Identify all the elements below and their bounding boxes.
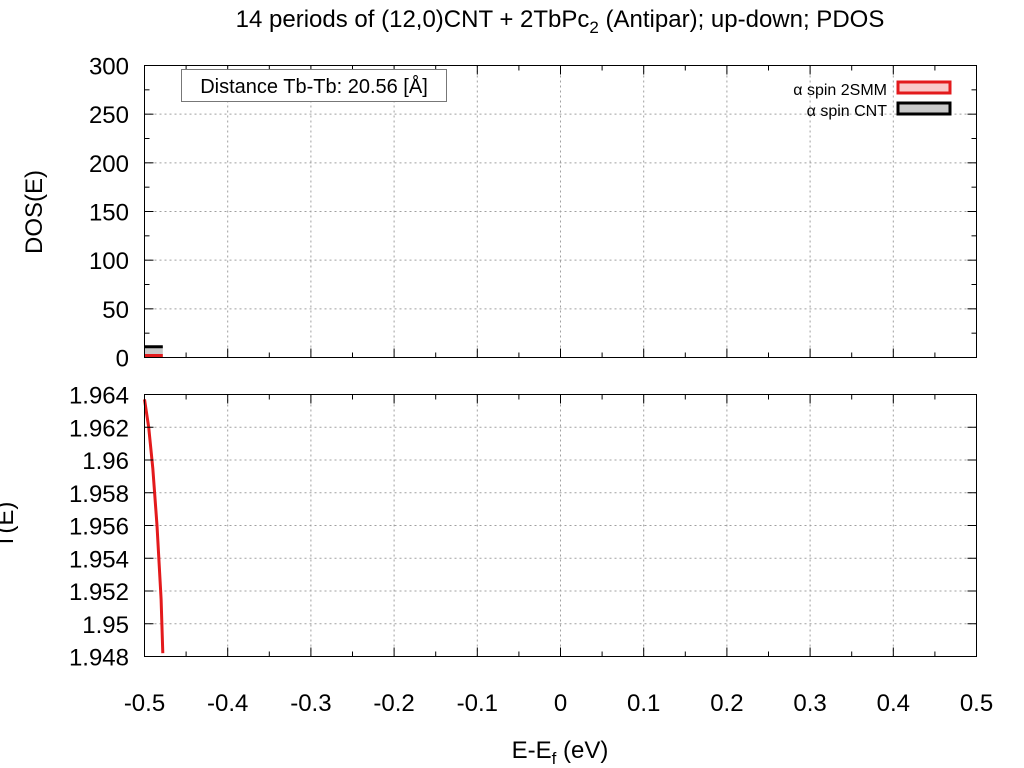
legend-label-2smm: α spin 2SMM bbox=[793, 82, 887, 99]
legend-swatch-cnt bbox=[896, 101, 952, 116]
bottom-y-axis-label: T(E) bbox=[0, 502, 19, 549]
x-tick-label: 0.1 bbox=[627, 690, 660, 717]
x-tick-label: -0.4 bbox=[207, 690, 248, 717]
bottom-y-tick-label: 1.964 bbox=[69, 383, 129, 410]
top-y-tick-label: 250 bbox=[89, 102, 129, 129]
top-panel-grid bbox=[144, 65, 977, 358]
x-tick-label: 0.4 bbox=[877, 690, 910, 717]
top-panel-ticks: 0 50 100 150 200 250 300 bbox=[89, 54, 977, 373]
x-tick-label: -0.5 bbox=[124, 690, 165, 717]
bottom-y-tick-label: 1.96 bbox=[82, 448, 129, 475]
annotation-text: Distance Tb-Tb: 20.56 [Å] bbox=[200, 75, 428, 98]
bottom-y-tick-label: 1.952 bbox=[69, 579, 129, 606]
legend-label-cnt: α spin CNT bbox=[807, 103, 888, 120]
x-tick-label: -0.1 bbox=[457, 690, 498, 717]
x-tick-label: 0.2 bbox=[710, 690, 743, 717]
bottom-y-tick-label: 1.948 bbox=[69, 645, 129, 672]
transmission-line bbox=[143, 399, 165, 654]
series-cnt-area bbox=[144, 346, 163, 358]
bottom-y-tick-label: 1.95 bbox=[82, 612, 129, 639]
bottom-panel-series bbox=[143, 399, 165, 654]
bottom-panel-ticks: -0.5 -0.4 -0.3 -0.2 -0.1 0 0.1 0.2 0.3 0.4 0.5 1.94… bbox=[69, 383, 993, 718]
x-axis-label: E-Ef (eV) bbox=[512, 737, 609, 768]
top-y-tick-label: 200 bbox=[89, 151, 129, 178]
bottom-panel-frame bbox=[144, 394, 977, 657]
top-y-tick-label: 50 bbox=[102, 297, 129, 324]
bottom-y-tick-label: 1.958 bbox=[69, 481, 129, 508]
bottom-y-tick-label: 1.956 bbox=[69, 514, 129, 541]
chart-title: 14 periods of (12,0)CNT + 2TbPc2 (Antipa… bbox=[236, 6, 885, 37]
bottom-panel-grid bbox=[144, 394, 977, 657]
top-y-tick-label: 100 bbox=[89, 248, 129, 275]
top-y-tick-label: 0 bbox=[116, 346, 129, 373]
legend-swatch-2smm bbox=[896, 80, 952, 95]
x-tick-label: -0.3 bbox=[290, 690, 331, 717]
annotation-box bbox=[181, 69, 447, 102]
x-tick-label: -0.2 bbox=[373, 690, 414, 717]
bottom-y-tick-label: 1.962 bbox=[69, 415, 129, 442]
top-panel-frame bbox=[144, 65, 977, 358]
top-y-tick-label: 300 bbox=[89, 54, 129, 81]
top-panel-series bbox=[144, 345, 163, 358]
top-y-tick-label: 150 bbox=[89, 200, 129, 227]
x-tick-label: 0 bbox=[554, 690, 567, 717]
x-tick-label: 0.5 bbox=[960, 690, 993, 717]
x-tick-label: 0.3 bbox=[793, 690, 826, 717]
distance-annotation: Distance Tb-Tb: 20.56 [Å] bbox=[181, 69, 447, 102]
top-y-axis-label: DOS(E) bbox=[21, 170, 48, 254]
legend: α spin 2SMM α spin CNT bbox=[793, 80, 952, 120]
bottom-y-tick-label: 1.954 bbox=[69, 546, 129, 573]
